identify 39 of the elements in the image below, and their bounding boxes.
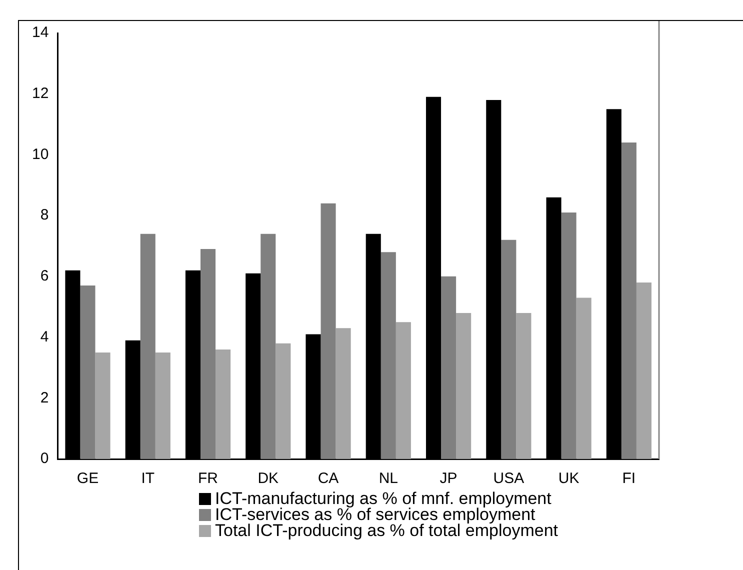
bar	[336, 328, 351, 459]
bar	[380, 252, 396, 459]
bar	[260, 234, 276, 459]
bar	[216, 349, 231, 459]
bar	[200, 249, 216, 459]
bar	[636, 282, 652, 459]
x-tick-label: FI	[622, 470, 636, 488]
legend-label: ICT-manufacturing as % of mnf. employment	[215, 489, 552, 508]
y-tick-label: 0	[40, 450, 49, 468]
bar	[621, 142, 636, 459]
bar	[396, 322, 411, 459]
bar	[276, 343, 291, 459]
bar	[320, 203, 336, 459]
x-tick-label: IT	[141, 470, 155, 488]
x-tick-label: DK	[258, 470, 279, 488]
bar	[155, 352, 170, 459]
bar	[80, 286, 96, 459]
x-tick-label: JP	[440, 470, 458, 488]
bar	[561, 212, 576, 459]
bar	[95, 352, 110, 459]
y-tick-label: 14	[32, 24, 49, 42]
x-tick-label: GE	[76, 470, 99, 488]
x-tick-label: CA	[318, 470, 339, 488]
bar	[501, 240, 516, 459]
x-tick-label: FR	[198, 470, 218, 488]
x-tick-label: UK	[558, 470, 580, 488]
y-tick-label: 6	[40, 268, 49, 285]
y-tick-label: 12	[32, 85, 49, 102]
y-tick-label: 2	[40, 389, 49, 406]
y-tick-label: 10	[32, 146, 49, 163]
bar	[456, 312, 472, 459]
y-tick-label: 8	[40, 206, 49, 224]
y-tick-label: 4	[40, 328, 49, 346]
x-tick-label: NL	[378, 470, 398, 488]
x-tick-label: USA	[493, 470, 524, 488]
bar	[576, 298, 592, 459]
bar	[516, 312, 532, 459]
bar	[140, 234, 156, 459]
bar	[441, 276, 456, 459]
